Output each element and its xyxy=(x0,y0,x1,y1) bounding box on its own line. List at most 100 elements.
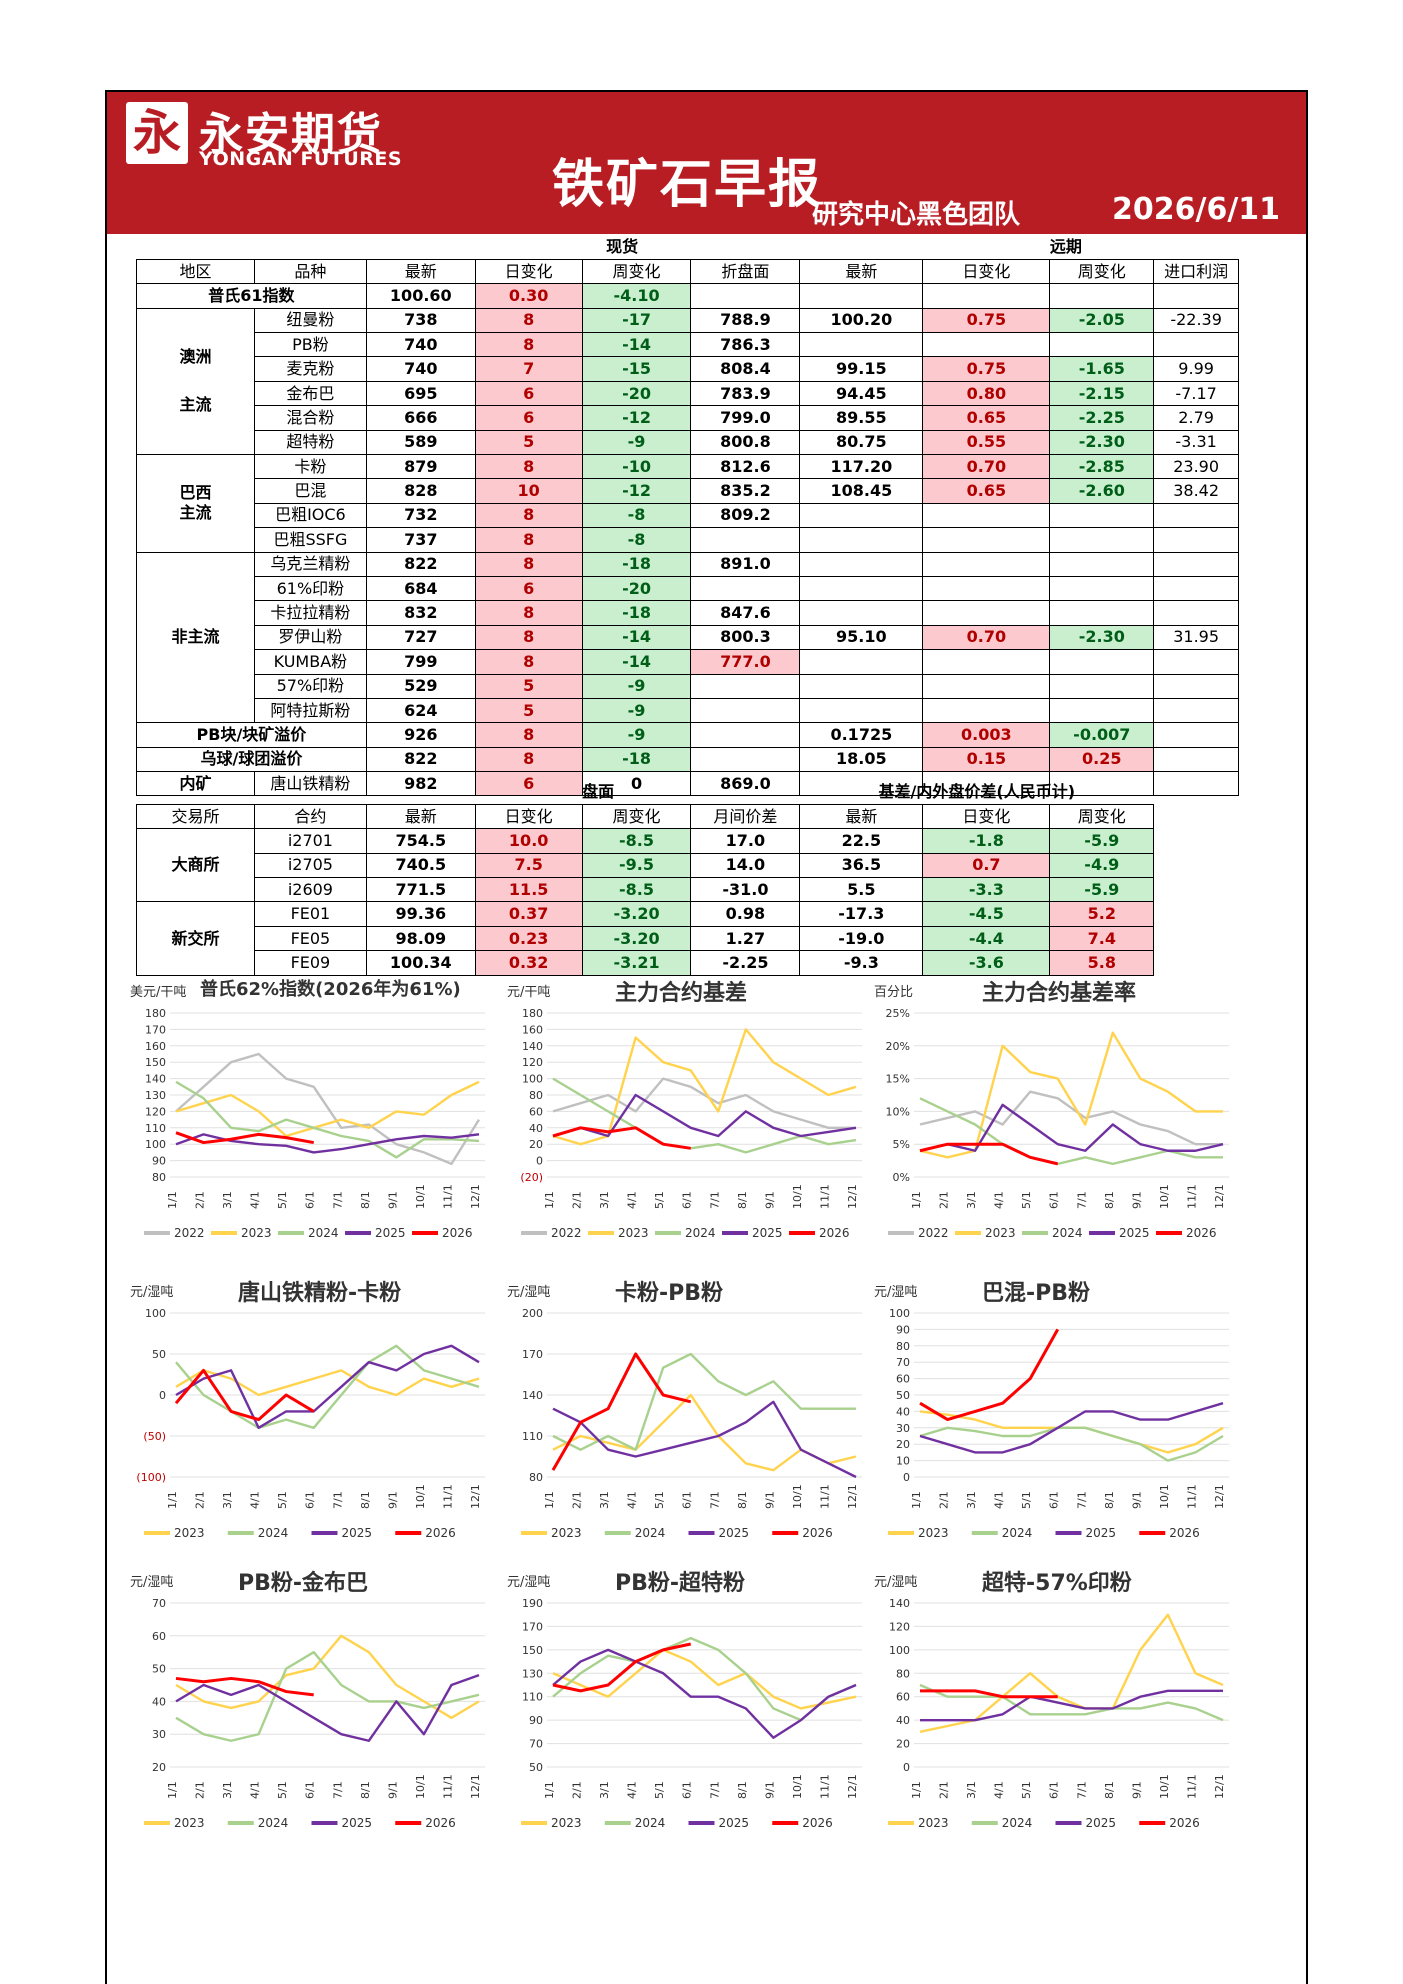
forward-day-change: 0.65 xyxy=(922,405,1051,431)
spot-day-change: 10 xyxy=(474,478,583,504)
x-tick-label: 1/1 xyxy=(910,1781,923,1799)
x-tick-label: 8/1 xyxy=(1103,1781,1116,1799)
x-tick-label: 4/1 xyxy=(249,1191,262,1209)
futures-last: 98.09 xyxy=(365,925,476,952)
spot-day-change: 8 xyxy=(474,454,583,480)
y-tick-label: 80 xyxy=(529,1471,543,1484)
x-tick-label: 2/1 xyxy=(571,1781,584,1799)
domestic-last: 982 xyxy=(365,771,476,797)
chart-unit: 元/干吨 xyxy=(507,985,551,1000)
spot-last: 695 xyxy=(365,380,476,407)
import-profit xyxy=(1153,551,1239,577)
converted-price xyxy=(690,673,801,699)
section-panel: 盘面 xyxy=(582,781,615,801)
contract-name: FE09 xyxy=(253,950,367,976)
y-tick-label: 140 xyxy=(889,1597,910,1610)
converted-price: 847.6 xyxy=(690,600,801,626)
y-tick-label: 100 xyxy=(145,1307,166,1320)
product-name: 纽曼粉 xyxy=(253,307,367,334)
x-tick-label: 8/1 xyxy=(359,1491,372,1509)
x-tick-label: 9/1 xyxy=(386,1781,399,1799)
futures-col-header: 最新 xyxy=(365,803,476,830)
x-tick-label: 1/1 xyxy=(166,1491,179,1509)
forward-week-change xyxy=(1049,502,1155,529)
x-tick-label: 5/1 xyxy=(1020,1191,1033,1209)
y-tick-label: 0% xyxy=(893,1171,910,1184)
premium-row: PB块/块矿溢价 926 8 -9 0.1725 0.003 -0.007 xyxy=(136,722,1239,748)
import-profit: -3.31 xyxy=(1153,429,1239,456)
domestic-conv: 869.0 xyxy=(690,771,801,797)
page-frame xyxy=(105,90,1308,1984)
legend-label: 2022 xyxy=(918,1226,949,1240)
futures-row: FE05 98.09 0.23 -3.20 1.27 -19.0 -4.4 7.4 xyxy=(137,925,1239,952)
y-tick-label: 30 xyxy=(152,1728,166,1741)
x-tick-label: 2/1 xyxy=(194,1191,207,1209)
basis-last: -9.3 xyxy=(799,950,924,976)
y-tick-label: 40 xyxy=(896,1714,910,1727)
x-tick-label: 4/1 xyxy=(993,1781,1006,1799)
spot-week-change: -9 xyxy=(581,429,692,456)
converted-price: 808.4 xyxy=(690,356,801,382)
exchange-sgx: 新交所 xyxy=(136,901,255,976)
converted-price xyxy=(690,697,801,724)
spot-last: 732 xyxy=(365,502,476,529)
series-line-2026 xyxy=(920,1689,1058,1699)
y-tick-label: 70 xyxy=(529,1738,543,1751)
x-tick-label: 9/1 xyxy=(386,1191,399,1209)
x-tick-label: 6/1 xyxy=(1048,1491,1061,1509)
converted-price: 809.2 xyxy=(690,502,801,529)
chart-4: 元/湿吨 唐山铁精粉-卡粉 100 50 0 (50) (100) 1/1 2/1 3/1 4/1 5… xyxy=(128,1275,493,1555)
spot-last: 822 xyxy=(365,551,476,577)
y-tick-label: (50) xyxy=(143,1430,166,1443)
x-tick-label: 12/1 xyxy=(846,1774,859,1799)
futures-row: i2609 771.5 11.5 -8.5 -31.0 5.5 -3.3 -5.9 xyxy=(137,877,1239,903)
forward-week-change xyxy=(1049,649,1155,675)
forward-day-change xyxy=(922,649,1051,675)
premium-last: 926 xyxy=(365,722,476,748)
x-tick-label: 1/1 xyxy=(910,1191,923,1209)
x-tick-label: 7/1 xyxy=(331,1491,344,1509)
y-tick-label: 200 xyxy=(522,1307,543,1320)
converted-price: 800.3 xyxy=(690,624,801,651)
futures-header-row: 交易所 合约 最新 日变化 周变化 月间价差 最新 日变化 周变化 xyxy=(136,803,1239,830)
calendar-spread: 1.27 xyxy=(690,925,801,952)
calendar-spread: 14.0 xyxy=(690,852,801,879)
x-tick-label: 11/1 xyxy=(818,1484,831,1509)
basis-day-change: -4.4 xyxy=(922,925,1051,952)
y-tick-label: 25% xyxy=(886,1007,910,1020)
legend-label: 2024 xyxy=(635,1526,666,1540)
futures-last: 740.5 xyxy=(365,852,476,879)
basis-week-change: -5.9 xyxy=(1049,877,1155,903)
basis-last: 36.5 xyxy=(799,852,924,879)
platts-name: 普氏61指数 xyxy=(136,283,367,309)
spot-col-header: 折盘面 xyxy=(690,258,801,285)
x-tick-label: 9/1 xyxy=(1130,1491,1143,1509)
legend-label: 2023 xyxy=(918,1526,949,1540)
import-profit xyxy=(1153,332,1239,358)
chart-2: 元/干吨 主力合约基差 180 160 140 120 100 80 60 40 20 0 (20) 1/… xyxy=(505,975,870,1255)
chart-plot: 25% 20% 15% 10% 5% 0%1/1 2/1 3/1 4/1 5/1 6/1 7/1 8/1… xyxy=(886,1007,1229,1240)
forward-week-change xyxy=(1049,697,1155,724)
y-tick-label: 120 xyxy=(145,1105,166,1118)
forward-day-change xyxy=(922,332,1051,358)
series-line-2023 xyxy=(552,1393,857,1472)
y-tick-label: 15% xyxy=(886,1073,910,1086)
section-spot: 现货 xyxy=(606,236,639,256)
spot-day-change: 8 xyxy=(474,551,583,577)
x-tick-label: 6/1 xyxy=(304,1781,317,1799)
y-tick-label: 120 xyxy=(889,1620,910,1633)
y-tick-label: 80 xyxy=(152,1171,166,1184)
calendar-spread: -2.25 xyxy=(690,950,801,976)
legend-label: 2025 xyxy=(752,1226,783,1240)
chart-unit: 元/湿吨 xyxy=(507,1285,551,1300)
forward-last: 94.45 xyxy=(799,380,924,407)
x-tick-label: 12/1 xyxy=(469,1774,482,1799)
converted-price: 777.0 xyxy=(690,649,801,675)
spot-row: 57%印粉 529 5 -9 xyxy=(137,673,1239,699)
x-tick-label: 8/1 xyxy=(736,1491,749,1509)
forward-last xyxy=(799,502,924,529)
futures-col-header: 日变化 xyxy=(474,803,583,830)
platts-week-change: -4.10 xyxy=(581,283,692,309)
series-line-2025 xyxy=(175,1133,480,1154)
x-tick-label: 5/1 xyxy=(276,1191,289,1209)
